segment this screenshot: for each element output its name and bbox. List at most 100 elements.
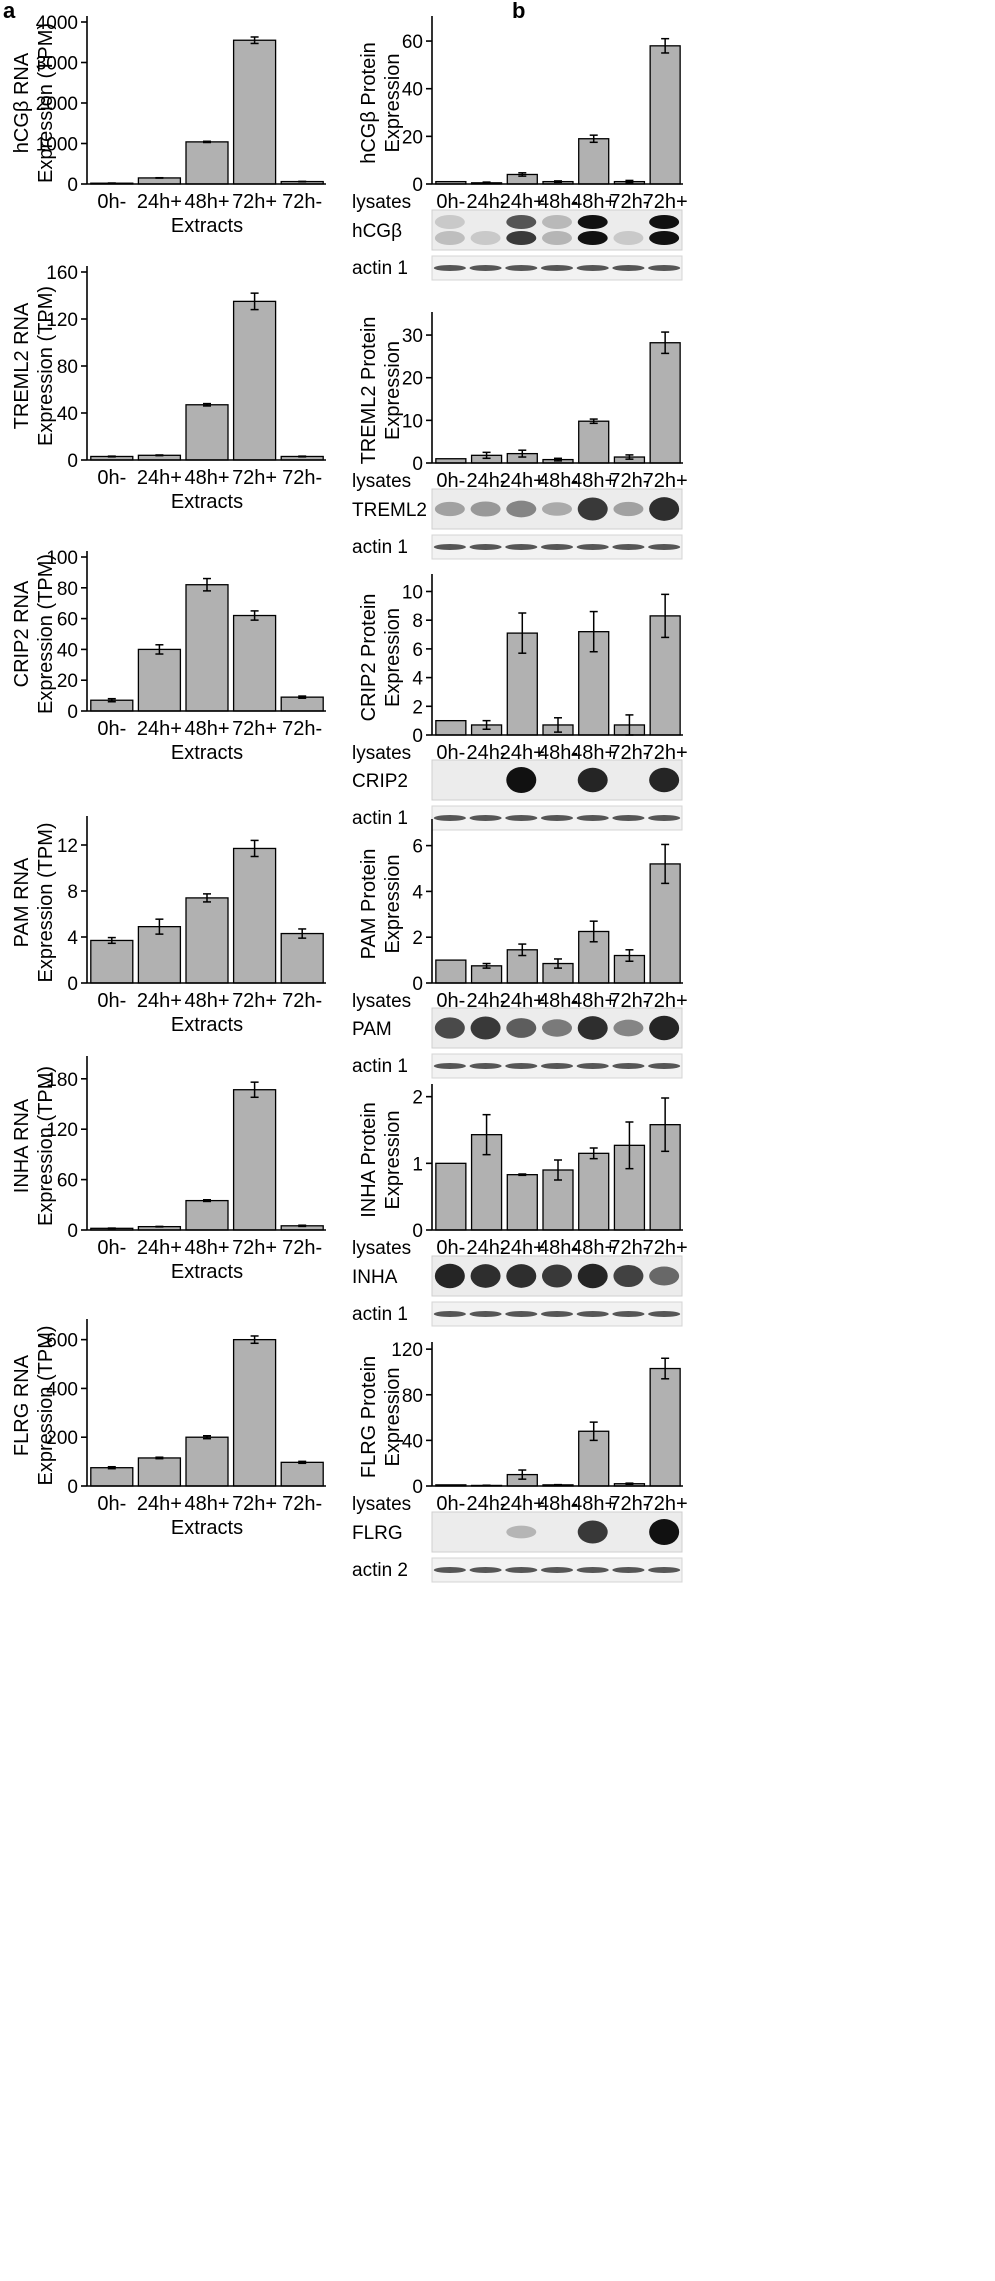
x-tick-label: 48h+	[184, 191, 229, 213]
y-tick-label: 60	[57, 1171, 78, 1192]
y-tick-label: 2	[412, 697, 423, 718]
bar	[185, 1199, 229, 1231]
blot-protein-label: FLRG	[352, 1523, 403, 1544]
actin-band	[612, 1567, 645, 1573]
y-axis-label: TREML2 RNA Expression (TPM)	[11, 286, 57, 446]
blot-band	[613, 231, 644, 245]
y-tick-label: 80	[402, 1386, 423, 1407]
y-axis-label: FLRG Protein Expression	[358, 1356, 404, 1478]
x-tick-label: 24h+	[500, 1237, 545, 1259]
y-axis-label: INHA Protein Expression	[358, 1102, 404, 1218]
y-axis-label-line: Expression	[382, 608, 404, 707]
x-tick-label: 24h+	[500, 990, 545, 1012]
x-tick-label: 48h+	[571, 990, 616, 1012]
x-tick-label: 48h+	[184, 1237, 229, 1259]
x-tick-label: 0h-	[436, 1493, 465, 1515]
x-tick-label: 48h-	[538, 191, 578, 213]
x-tick-label: 48h+	[184, 467, 229, 489]
bar	[90, 1467, 134, 1487]
x-tick-label: 24h+	[500, 191, 545, 213]
x-axis-label: Extracts	[171, 1014, 243, 1036]
actin-band	[576, 815, 609, 821]
bar	[137, 1457, 182, 1487]
y-axis-label-line: CRIP2 RNA	[11, 580, 33, 687]
bar	[90, 939, 134, 984]
actin-band	[648, 815, 681, 821]
y-tick-label: 10	[402, 411, 423, 432]
y-tick-label: 2000	[36, 94, 78, 115]
x-tick-label: 72h+	[232, 718, 277, 740]
actin-band	[469, 1063, 502, 1069]
x-tick-label: 72h-	[609, 470, 649, 492]
y-tick-label: 40	[402, 1431, 423, 1452]
x-tick-label: 48h+	[571, 1237, 616, 1259]
x-tick-label: 24h-	[467, 1237, 507, 1259]
y-tick-label: 120	[46, 1120, 78, 1141]
lysates-label: lysates	[352, 743, 411, 764]
y-tick-label: 20	[402, 127, 423, 148]
x-tick-label: 24h-	[467, 470, 507, 492]
x-tick-label: 72h+	[232, 990, 277, 1012]
blot-band	[506, 215, 537, 229]
actin-band	[505, 265, 538, 271]
y-tick-label: 3000	[36, 54, 78, 75]
blot-actin-label: actin 1	[352, 1304, 408, 1325]
x-tick-label: 0h-	[436, 990, 465, 1012]
bar	[280, 1461, 324, 1487]
blot-strip	[431, 488, 683, 530]
lysates-label: lysates	[352, 192, 411, 213]
y-axis-label-line: Expression (TPM)	[35, 822, 57, 982]
x-tick-label: 72h-	[609, 990, 649, 1012]
blot-band	[506, 767, 537, 793]
y-tick-label: 30	[402, 326, 423, 347]
x-tick-label: 24h+	[137, 467, 182, 489]
actin-band	[612, 1311, 645, 1317]
actin-band	[469, 544, 502, 550]
y-tick-label: 0	[412, 1477, 423, 1498]
x-tick-label: 72h+	[643, 742, 688, 764]
x-tick-label: 72h-	[609, 1237, 649, 1259]
y-tick-label: 0	[412, 175, 423, 196]
x-tick-label: 48h+	[184, 990, 229, 1012]
bar	[578, 138, 610, 185]
blot-band	[649, 767, 680, 793]
x-tick-label: 48h+	[184, 718, 229, 740]
blot-band	[542, 215, 572, 229]
x-tick-label: 24h+	[137, 1237, 182, 1259]
blot-band	[506, 231, 537, 245]
blot-actin-label: actin 2	[352, 1560, 408, 1581]
y-tick-label: 0	[412, 726, 423, 747]
x-tick-label: 0h-	[436, 742, 465, 764]
x-tick-label: 0h-	[97, 191, 126, 213]
y-axis-label-line: PAM Protein	[358, 849, 380, 960]
bar	[185, 1436, 229, 1487]
panel-b-label: b	[512, 0, 525, 23]
x-tick-label: 72h-	[609, 742, 649, 764]
y-axis-label-line: Expression (TPM)	[35, 23, 57, 183]
y-axis-label-line: Expression	[382, 1368, 404, 1467]
y-tick-label: 0	[67, 974, 78, 995]
blot-band	[434, 1017, 465, 1039]
actin-band	[433, 265, 466, 271]
blot-band	[577, 231, 608, 245]
actin-band	[505, 1567, 538, 1573]
y-axis-label-line: TREML2 Protein	[358, 317, 380, 465]
y-tick-label: 600	[46, 1331, 78, 1352]
x-tick-label: 24h+	[137, 1493, 182, 1515]
x-tick-label: 72h-	[609, 1493, 649, 1515]
x-tick-label: 72h-	[282, 990, 322, 1012]
actin-band	[505, 1311, 538, 1317]
blot-actin-label: actin 1	[352, 537, 408, 558]
y-axis-label-line: hCGβ Protein	[358, 42, 380, 164]
blot-protein-label: hCGβ	[352, 221, 402, 242]
x-tick-label: 72h+	[232, 191, 277, 213]
y-axis-label-line: Expression	[382, 54, 404, 153]
lysates-label: lysates	[352, 1494, 411, 1515]
actin-band	[576, 1063, 609, 1069]
y-axis-label-line: FLRG Protein	[358, 1356, 380, 1478]
x-tick-label: 72h+	[643, 1493, 688, 1515]
actin-band	[469, 815, 502, 821]
x-tick-label: 72h-	[282, 191, 322, 213]
